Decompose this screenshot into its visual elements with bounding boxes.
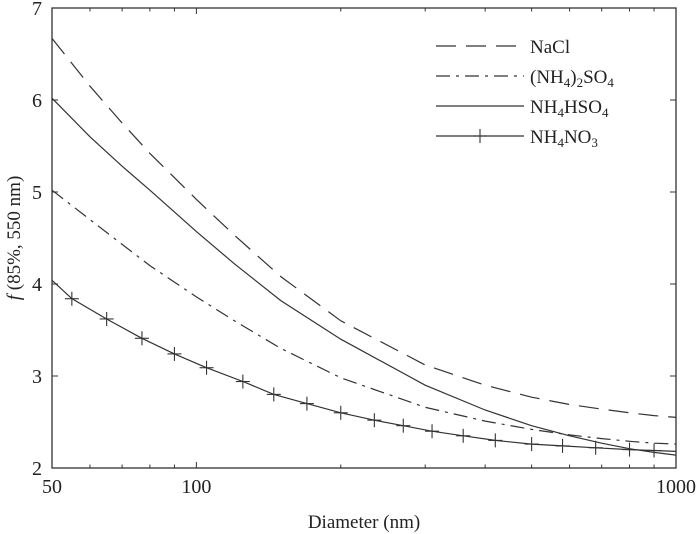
series-marker: [99, 311, 114, 326]
series-marker: [167, 346, 182, 361]
x-tick-label: 50: [42, 476, 62, 498]
series-marker: [134, 331, 149, 346]
series-marker: [456, 428, 471, 443]
axis-ticks: 2 3 4 5 6 7 50 100 1000: [32, 0, 696, 498]
series-marker: [235, 374, 250, 389]
series-marker: [647, 443, 662, 458]
legend: NaCl (NH4)2SO4 NH4HSO4 NH4NO3: [436, 37, 614, 150]
legend-label-3: NH4NO3: [530, 127, 598, 150]
plot-frame: [51, 7, 677, 469]
series-marker: [333, 405, 348, 420]
series-marker: [555, 438, 570, 453]
series-layer: [51, 38, 677, 458]
series-marker: [396, 418, 411, 433]
x-axis-label: Diameter (nm): [308, 512, 420, 533]
y-tick-label: 5: [32, 182, 42, 204]
series-line-0: [51, 38, 677, 418]
series-marker: [299, 396, 314, 411]
y-tick-label: 7: [32, 0, 42, 20]
series-marker: [588, 440, 603, 455]
series-marker: [488, 433, 503, 448]
series-marker: [622, 442, 637, 457]
legend-label-1: (NH4)2SO4: [530, 67, 614, 90]
y-axis-label-italic: f: [4, 292, 25, 300]
x-tick-label: 1000: [656, 476, 696, 498]
series-line-3: [51, 279, 677, 452]
series-marker: [266, 387, 281, 402]
y-tick-label: 2: [32, 458, 42, 480]
legend-label-0: NaCl: [530, 37, 570, 58]
series-marker: [425, 424, 440, 439]
y-axis-label: f (85%, 550 nm): [4, 176, 25, 301]
series-line-2: [51, 97, 677, 456]
y-tick-label: 4: [32, 274, 42, 296]
series-marker: [64, 291, 79, 306]
y-axis-label-rest: (85%, 550 nm): [4, 176, 25, 295]
legend-label-2: NH4HSO4: [530, 97, 609, 120]
series-marker: [199, 360, 214, 375]
y-tick-label: 6: [32, 90, 42, 112]
series-line-1: [51, 189, 677, 445]
x-tick-label: 100: [181, 476, 211, 498]
series-marker: [367, 413, 382, 428]
series-marker: [524, 437, 539, 452]
y-tick-label: 3: [32, 366, 42, 388]
